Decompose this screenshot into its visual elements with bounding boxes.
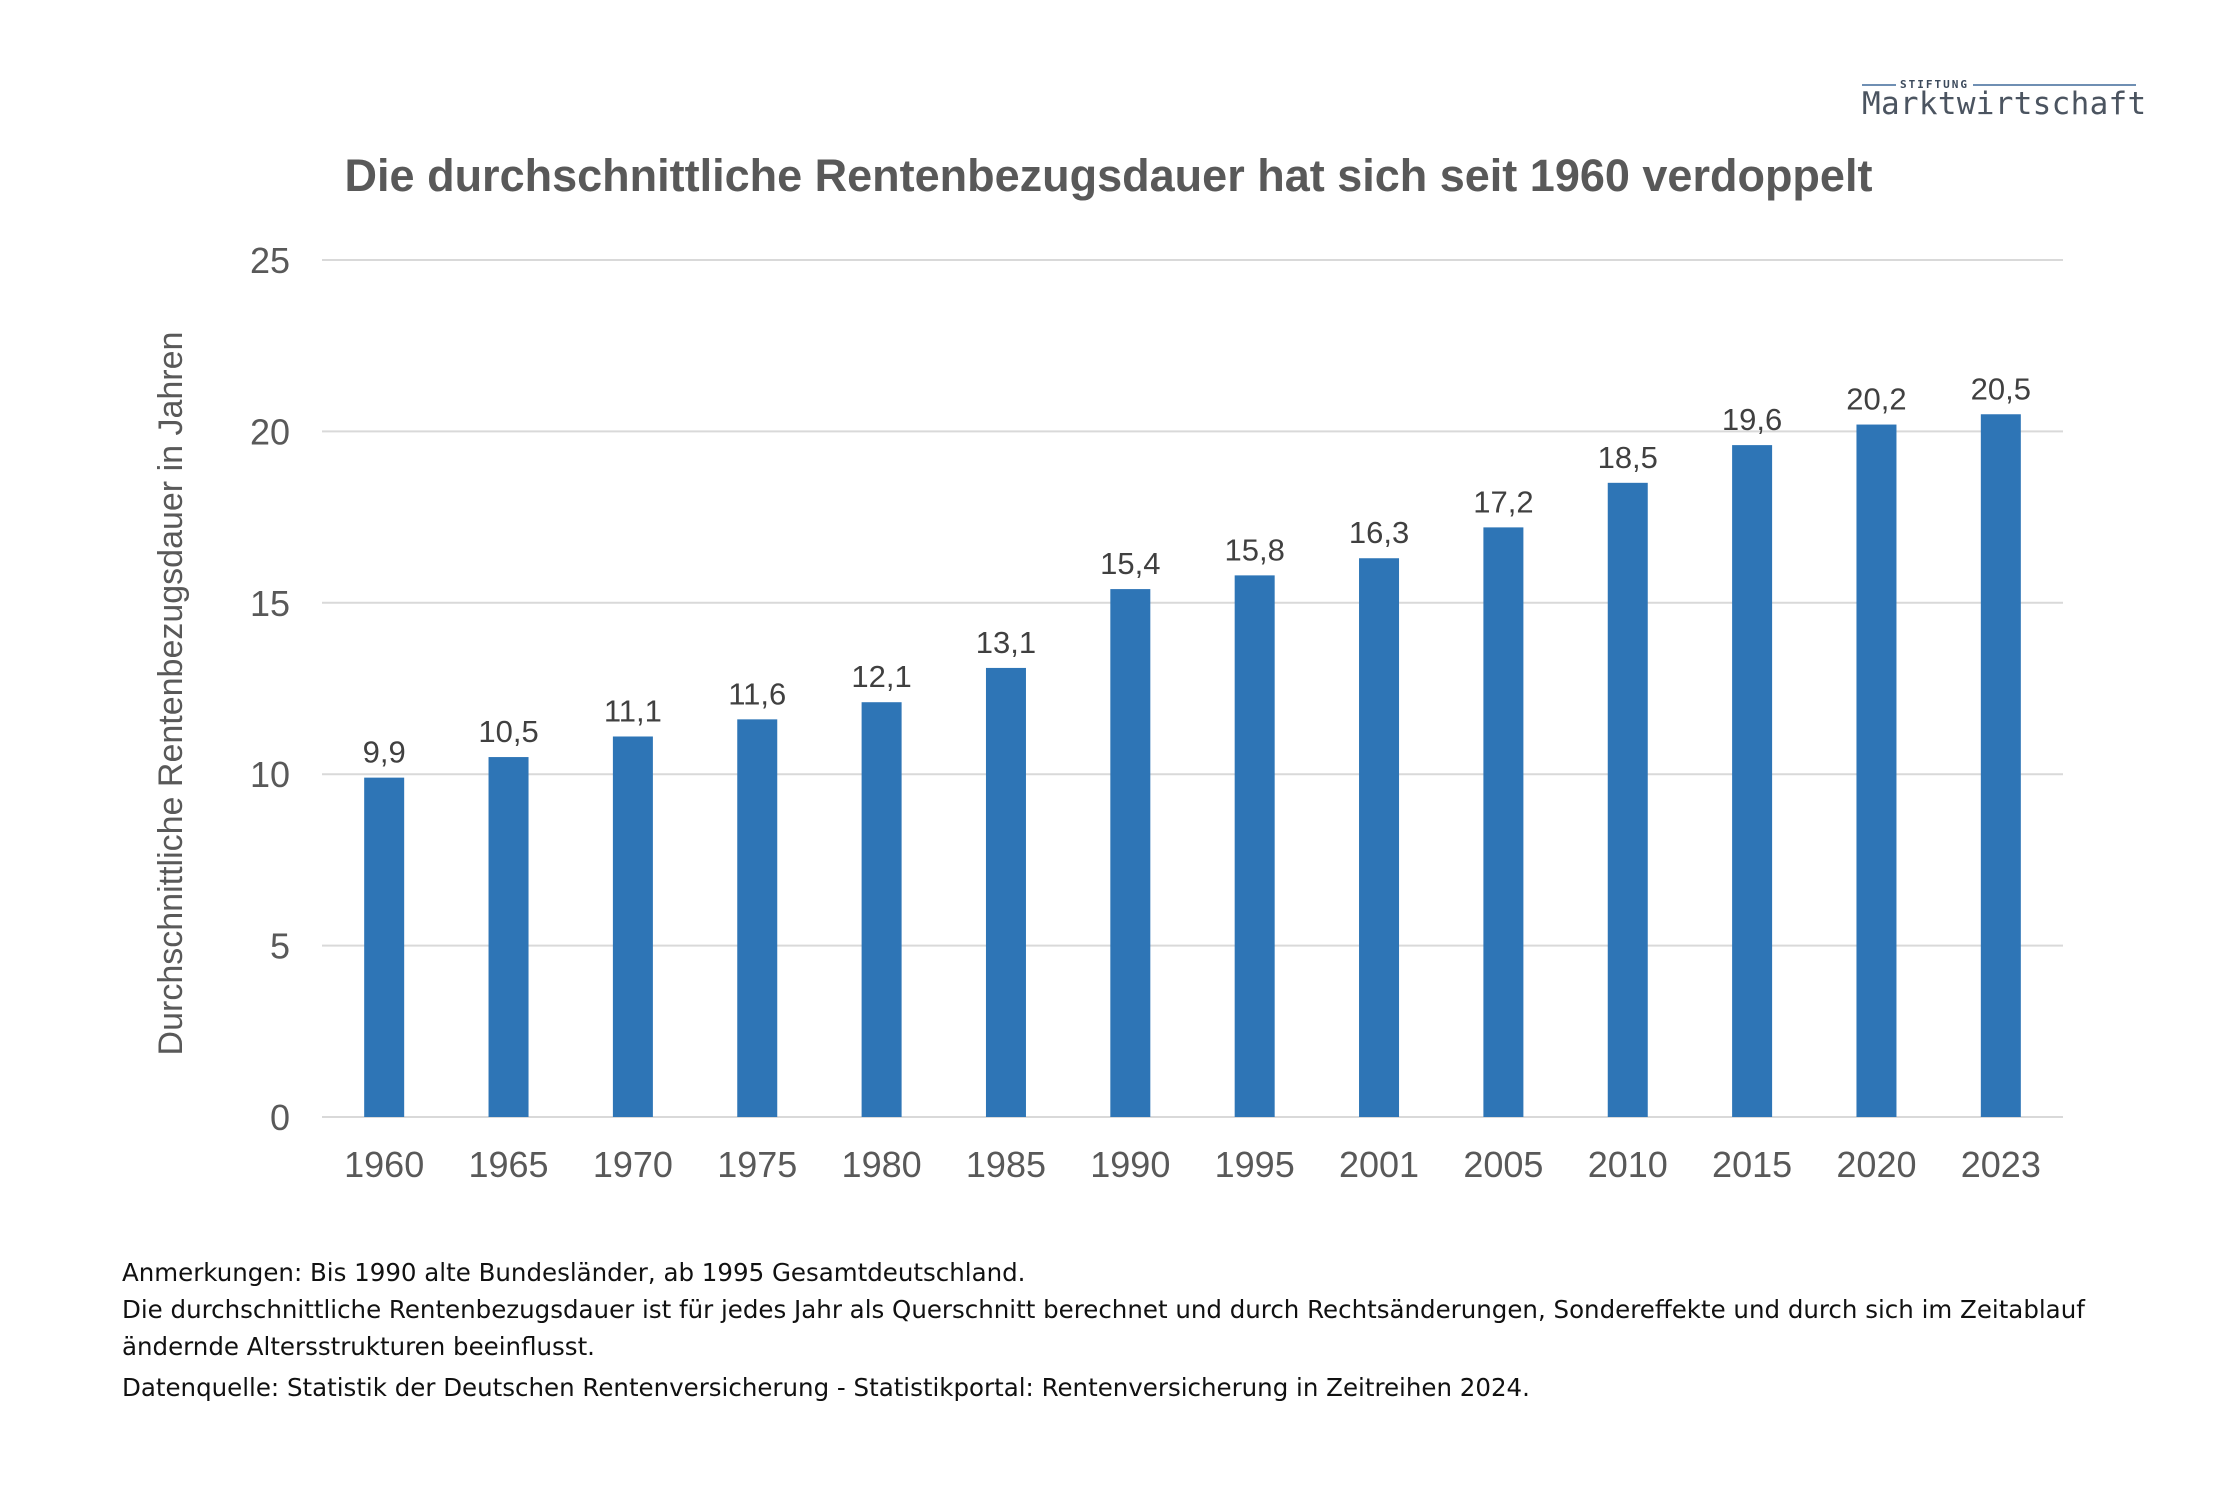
value-label: 20,2 [1846, 382, 1906, 417]
y-tick-labels: 0 5 10 15 20 25 [250, 240, 290, 1138]
value-label: 13,1 [976, 625, 1036, 660]
value-label: 20,5 [1971, 371, 2031, 406]
x-tick-label: 1975 [717, 1144, 797, 1185]
logo-topline: STIFTUNG [1862, 78, 2136, 92]
bar-1985 [985, 667, 1026, 1117]
y-tick-label: 20 [250, 411, 290, 452]
bar-1990 [1110, 589, 1151, 1117]
notes: Anmerkungen: Bis 1990 alte Bundesländer,… [122, 1254, 2112, 1406]
x-tick-label: 1985 [966, 1144, 1046, 1185]
data-source: Datenquelle: Statistik der Deutschen Ren… [122, 1373, 1530, 1402]
x-tick-label: 1965 [468, 1144, 548, 1185]
logo-line-right [1972, 84, 2136, 86]
x-tick-label: 2020 [1836, 1144, 1916, 1185]
bar-1975 [737, 719, 778, 1117]
bar-2005 [1483, 527, 1524, 1117]
bar-2023 [1980, 414, 2021, 1117]
y-tick-label: 0 [270, 1097, 290, 1138]
y-tick-label: 25 [250, 240, 290, 281]
notes-line-2: Die durchschnittliche Rentenbezugsdauer … [122, 1295, 2085, 1324]
value-label: 9,9 [363, 735, 406, 770]
bar-1960 [364, 777, 405, 1117]
y-tick-label: 15 [250, 583, 290, 624]
bar-chart: 0 5 10 15 20 25 9,9 10,5 11,1 11,6 12,1 13,1 15,4 15… [152, 240, 2063, 1185]
x-tick-label: 2010 [1588, 1144, 1668, 1185]
value-label: 17,2 [1473, 484, 1533, 519]
x-tick-label: 1970 [593, 1144, 673, 1185]
value-label: 15,8 [1225, 532, 1285, 567]
bar-2015 [1732, 445, 1773, 1117]
logo-main-text: Marktwirtschaft [1862, 86, 2147, 122]
x-tick-label: 1980 [842, 1144, 922, 1185]
bar-2010 [1607, 482, 1648, 1117]
x-tick-label: 2001 [1339, 1144, 1419, 1185]
bar-2020 [1856, 424, 1897, 1117]
value-label: 16,3 [1349, 515, 1409, 550]
value-label: 12,1 [851, 659, 911, 694]
bar-1970 [612, 736, 653, 1117]
logo-line-left [1862, 84, 1896, 86]
x-tick-label: 2015 [1712, 1144, 1792, 1185]
value-label: 10,5 [478, 714, 538, 749]
bar-1995 [1234, 575, 1275, 1117]
value-labels: 9,9 10,5 11,1 11,6 12,1 13,1 15,4 15,8 16,3 17,2 1… [363, 371, 2031, 769]
bar-1965 [488, 757, 529, 1117]
value-label: 19,6 [1722, 402, 1782, 437]
bar-1980 [861, 702, 902, 1117]
bars [364, 414, 2021, 1117]
x-tick-label: 2023 [1961, 1144, 2041, 1185]
value-label: 15,4 [1100, 546, 1160, 581]
chart-title: Die durchschnittliche Rentenbezugsdauer … [344, 150, 1873, 201]
x-tick-labels: 1960 1965 1970 1975 1980 1985 1990 1995 2001 2005… [344, 1144, 2041, 1185]
notes-line-1: Anmerkungen: Bis 1990 alte Bundesländer,… [122, 1258, 1026, 1287]
y-tick-label: 10 [250, 754, 290, 795]
value-label: 11,1 [604, 693, 662, 728]
x-tick-label: 1960 [344, 1144, 424, 1185]
x-tick-label: 2005 [1463, 1144, 1543, 1185]
gridlines [322, 259, 2063, 1118]
notes-line-3: ändernde Altersstrukturen beeinflusst. [122, 1332, 595, 1361]
value-label: 18,5 [1598, 440, 1658, 475]
value-label: 11,6 [728, 676, 786, 711]
logo: STIFTUNG Marktwirtschaft [1862, 70, 2146, 126]
bar-2001 [1359, 558, 1400, 1117]
y-tick-label: 5 [270, 926, 290, 967]
logo-small-text: STIFTUNG [1900, 78, 1969, 91]
x-tick-label: 1990 [1090, 1144, 1170, 1185]
y-axis-label: Durchschnittliche Rentenbezugsdauer in J… [152, 332, 190, 1056]
x-tick-label: 1995 [1215, 1144, 1295, 1185]
